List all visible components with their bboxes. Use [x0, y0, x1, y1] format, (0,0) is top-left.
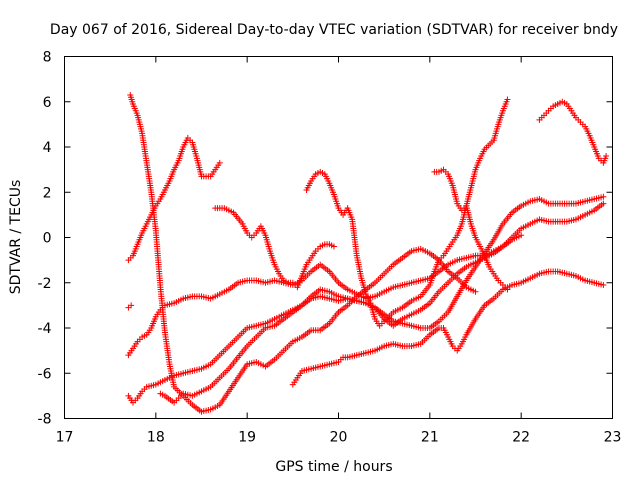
y-tick-label: 2	[43, 185, 52, 201]
series-track-h	[289, 268, 607, 388]
series-track-k	[536, 98, 610, 166]
series-track-a	[127, 91, 479, 415]
y-tick-label: 8	[43, 50, 52, 66]
data-point	[600, 200, 607, 207]
series-track-i	[303, 96, 511, 329]
data-point	[600, 282, 607, 289]
y-tick-label: -8	[38, 412, 52, 428]
data-point	[128, 302, 135, 309]
x-tick-label: 23	[604, 430, 622, 446]
y-axis-label: SDTVAR / TECUs	[8, 180, 24, 295]
x-tick-label: 22	[512, 430, 530, 446]
data-points	[125, 91, 610, 415]
data-point	[603, 153, 610, 160]
data-point	[600, 193, 607, 200]
data-point	[518, 232, 525, 239]
plot-frame	[64, 56, 613, 419]
x-tick-label: 19	[238, 430, 256, 446]
x-axis-label: GPS time / hours	[275, 459, 392, 475]
data-point	[216, 159, 223, 166]
x-tick-label: 18	[147, 430, 165, 446]
y-tick-label: -2	[38, 276, 52, 292]
series-track-j	[431, 166, 511, 293]
series-track-d	[125, 302, 135, 311]
data-point	[472, 288, 479, 295]
y-tick-label: 4	[43, 140, 52, 156]
x-tick-label: 21	[421, 430, 439, 446]
data-point	[330, 243, 337, 250]
y-tick-label: -4	[38, 321, 52, 337]
data-point	[504, 96, 511, 103]
chart-title: Day 067 of 2016, Sidereal Day-to-day VTE…	[50, 22, 618, 38]
y-tick-label: 6	[43, 95, 52, 111]
data-point	[504, 286, 511, 293]
x-tick-label: 20	[330, 430, 348, 446]
series-track-g	[157, 232, 525, 406]
axes: 17 18 19 20 21 22 23 -8 -6 -4 -2 0 2 4 6 8	[38, 50, 622, 446]
y-tick-label: -6	[38, 366, 52, 382]
x-tick-label: 17	[56, 430, 74, 446]
series-track-e	[125, 200, 607, 359]
y-tick-label: 0	[43, 231, 52, 247]
series-track-b	[125, 134, 223, 264]
